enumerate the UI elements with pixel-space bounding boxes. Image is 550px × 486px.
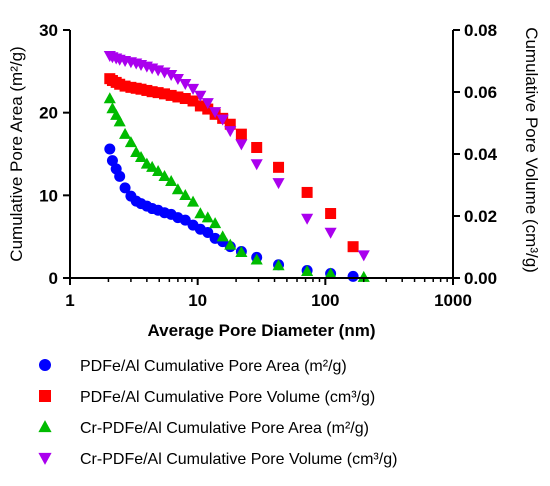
data-point (103, 92, 116, 104)
series-2 (104, 73, 359, 253)
data-point (209, 217, 222, 229)
data-point (186, 83, 200, 95)
data-point (357, 270, 370, 282)
data-point (224, 238, 237, 250)
legend: PDFe/Al Cumulative Pore Area (m²/g) PDFe/… (38, 358, 397, 468)
legend-marker (38, 452, 52, 465)
data-point (106, 155, 118, 167)
data-point (216, 230, 229, 242)
data-point (186, 195, 200, 207)
data-point (194, 100, 206, 112)
data-point (273, 161, 285, 173)
data-point (165, 89, 177, 101)
data-point (250, 159, 263, 171)
data-point (201, 211, 214, 223)
data-point (347, 241, 359, 253)
y2-tick-label: 0.02 (464, 207, 497, 226)
x-axis-title: Average Pore Diameter (nm) (147, 321, 375, 340)
legend-marker (39, 390, 51, 402)
data-point (134, 150, 148, 162)
y-tick-label: 10 (39, 186, 58, 205)
data-point (124, 136, 137, 148)
data-point (201, 98, 214, 110)
data-point (179, 93, 191, 105)
legend-marker (38, 420, 52, 433)
data-point (251, 141, 263, 153)
data-point (324, 227, 337, 239)
data-point (224, 126, 237, 138)
series-3 (103, 92, 370, 282)
data-point (216, 114, 229, 126)
legend-item: Cr-PDFe/Al Cumulative Pore Area (m²/g) (38, 420, 369, 437)
data-point (172, 91, 184, 103)
data-point (114, 170, 126, 182)
data-point (194, 90, 207, 102)
data-point (158, 169, 171, 181)
plot-area (103, 51, 370, 282)
x-tick-label: 10 (188, 291, 207, 310)
data-point (347, 270, 359, 282)
data-point (152, 165, 165, 177)
y2-tick-label: 0.04 (464, 145, 498, 164)
data-point (165, 69, 178, 81)
y2-tick-label: 0.08 (464, 21, 497, 40)
data-point (301, 265, 314, 277)
legend-label: Cr-PDFe/Al Cumulative Pore Volume (cm³/g… (80, 451, 397, 468)
series-4 (103, 51, 370, 262)
data-point (194, 207, 207, 219)
data-point (209, 107, 222, 119)
data-point (152, 87, 164, 99)
data-point (235, 246, 248, 258)
data-point (301, 213, 314, 225)
legend-marker (39, 359, 51, 371)
data-point (325, 208, 337, 220)
data-point (113, 115, 126, 127)
y-tick-label: 0 (49, 269, 58, 288)
y2-tick-label: 0.00 (464, 269, 497, 288)
data-point (171, 73, 184, 85)
data-point (224, 118, 236, 130)
axes: 1 10 100 1000 0 10 20 30 0.00 0.02 0.04 0.06 0.08 Ave… (7, 21, 541, 340)
data-point (235, 139, 248, 151)
y2-tick-label: 0.06 (464, 83, 497, 102)
x-tick-label: 100 (311, 291, 339, 310)
legend-item: PDFe/Al Cumulative Pore Area (m²/g) (39, 358, 347, 375)
data-point (301, 186, 313, 198)
data-point (250, 253, 263, 265)
legend-item: Cr-PDFe/Al Cumulative Pore Volume (cm³/g… (38, 451, 397, 468)
data-point (104, 143, 116, 155)
data-point (357, 250, 370, 262)
data-point (272, 178, 285, 190)
data-point (179, 189, 192, 201)
legend-label: PDFe/Al Cumulative Pore Area (m²/g) (80, 358, 347, 375)
y-tick-label: 30 (39, 21, 58, 40)
data-point (324, 267, 337, 279)
data-point (119, 127, 132, 139)
y2-axis-title: Cumulative Pore Volume (cm³/g) (522, 27, 541, 273)
data-point (146, 160, 159, 172)
data-point (146, 86, 158, 98)
data-point (187, 95, 199, 107)
legend-label: Cr-PDFe/Al Cumulative Pore Area (m²/g) (80, 420, 369, 437)
legend-item: PDFe/Al Cumulative Pore Volume (cm³/g) (39, 389, 375, 406)
data-point (159, 88, 171, 100)
data-point (119, 182, 131, 194)
data-point (135, 83, 147, 95)
data-point (235, 128, 247, 140)
data-point (165, 174, 178, 186)
data-point (272, 259, 285, 271)
x-tick-label: 1 (65, 291, 74, 310)
legend-label: PDFe/Al Cumulative Pore Volume (cm³/g) (80, 389, 375, 406)
data-point (119, 80, 131, 92)
y-tick-label: 20 (39, 104, 58, 123)
data-point (179, 78, 192, 90)
data-point (171, 183, 184, 195)
series-1 (104, 143, 359, 282)
x-tick-label: 1000 (434, 291, 472, 310)
y-axis-title: Cumulative Pore Area (m²/g) (7, 46, 26, 261)
data-point (202, 227, 214, 239)
